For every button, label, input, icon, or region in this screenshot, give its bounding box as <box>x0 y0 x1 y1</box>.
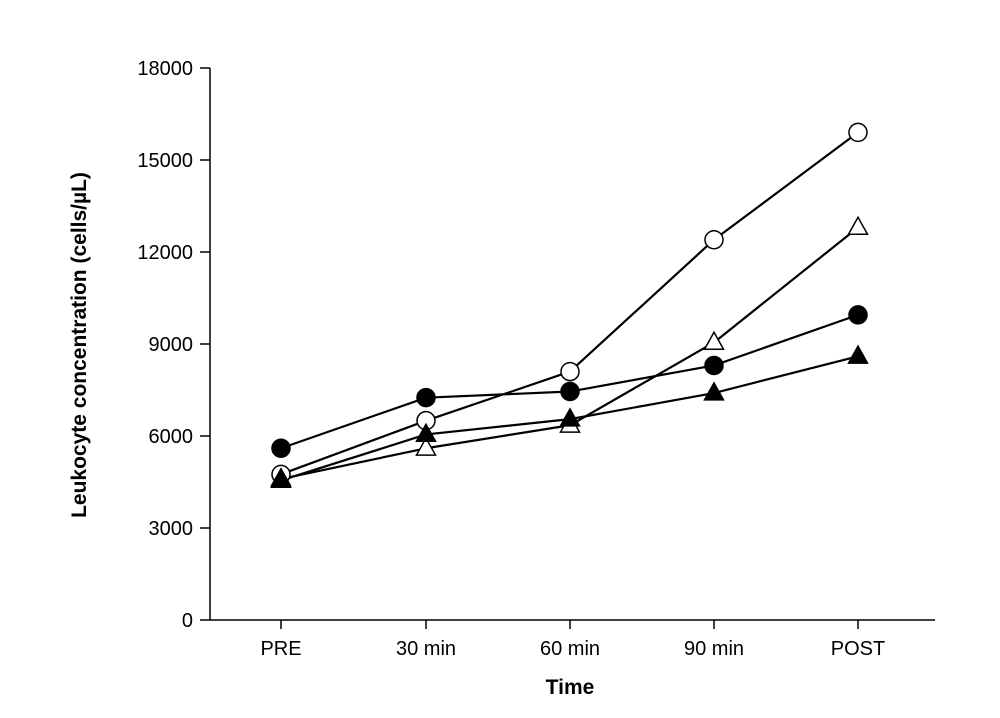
x-axis-title: Time <box>546 676 595 699</box>
data-point-open-circle <box>848 122 868 143</box>
y-axis-title: Leukocyte concentration (cells/µL) <box>68 172 91 518</box>
data-point-filled-circle <box>704 355 724 376</box>
data-point-open-triangle <box>847 215 869 236</box>
data-point-filled-triangle <box>270 468 292 489</box>
data-point-open-circle <box>560 361 580 382</box>
y-tick-label: 0 <box>182 610 193 632</box>
data-point-filled-triangle <box>559 407 581 427</box>
x-tick-label: 90 min <box>684 638 744 660</box>
data-point-open-triangle <box>415 436 437 456</box>
data-point-open-circle <box>704 229 724 250</box>
x-tick-label: POST <box>831 638 885 660</box>
y-tick-label: 3000 <box>149 518 194 540</box>
data-point-filled-triangle <box>847 344 869 364</box>
y-tick-label: 12000 <box>137 242 193 264</box>
y-tick-label: 18000 <box>137 58 193 80</box>
y-tick-label: 9000 <box>149 334 194 356</box>
axes: 0 3000 6000 9000 12000 15000 18000 PRE 30 min 60 … <box>137 58 935 660</box>
x-tick-label: PRE <box>260 638 301 660</box>
x-tick-label: 30 min <box>396 638 456 660</box>
x-tick-label: 60 min <box>540 638 600 660</box>
y-tick-label: 15000 <box>137 150 193 172</box>
data-point-open-triangle <box>703 330 725 351</box>
data-point-filled-circle <box>848 305 868 325</box>
y-tick-label: 6000 <box>149 426 194 448</box>
data-point-filled-circle <box>416 387 436 408</box>
series-layer <box>270 122 869 489</box>
data-point-filled-circle <box>271 438 291 459</box>
data-point-filled-triangle <box>415 422 437 443</box>
data-point-filled-triangle <box>703 381 725 401</box>
data-point-filled-circle <box>560 381 580 402</box>
